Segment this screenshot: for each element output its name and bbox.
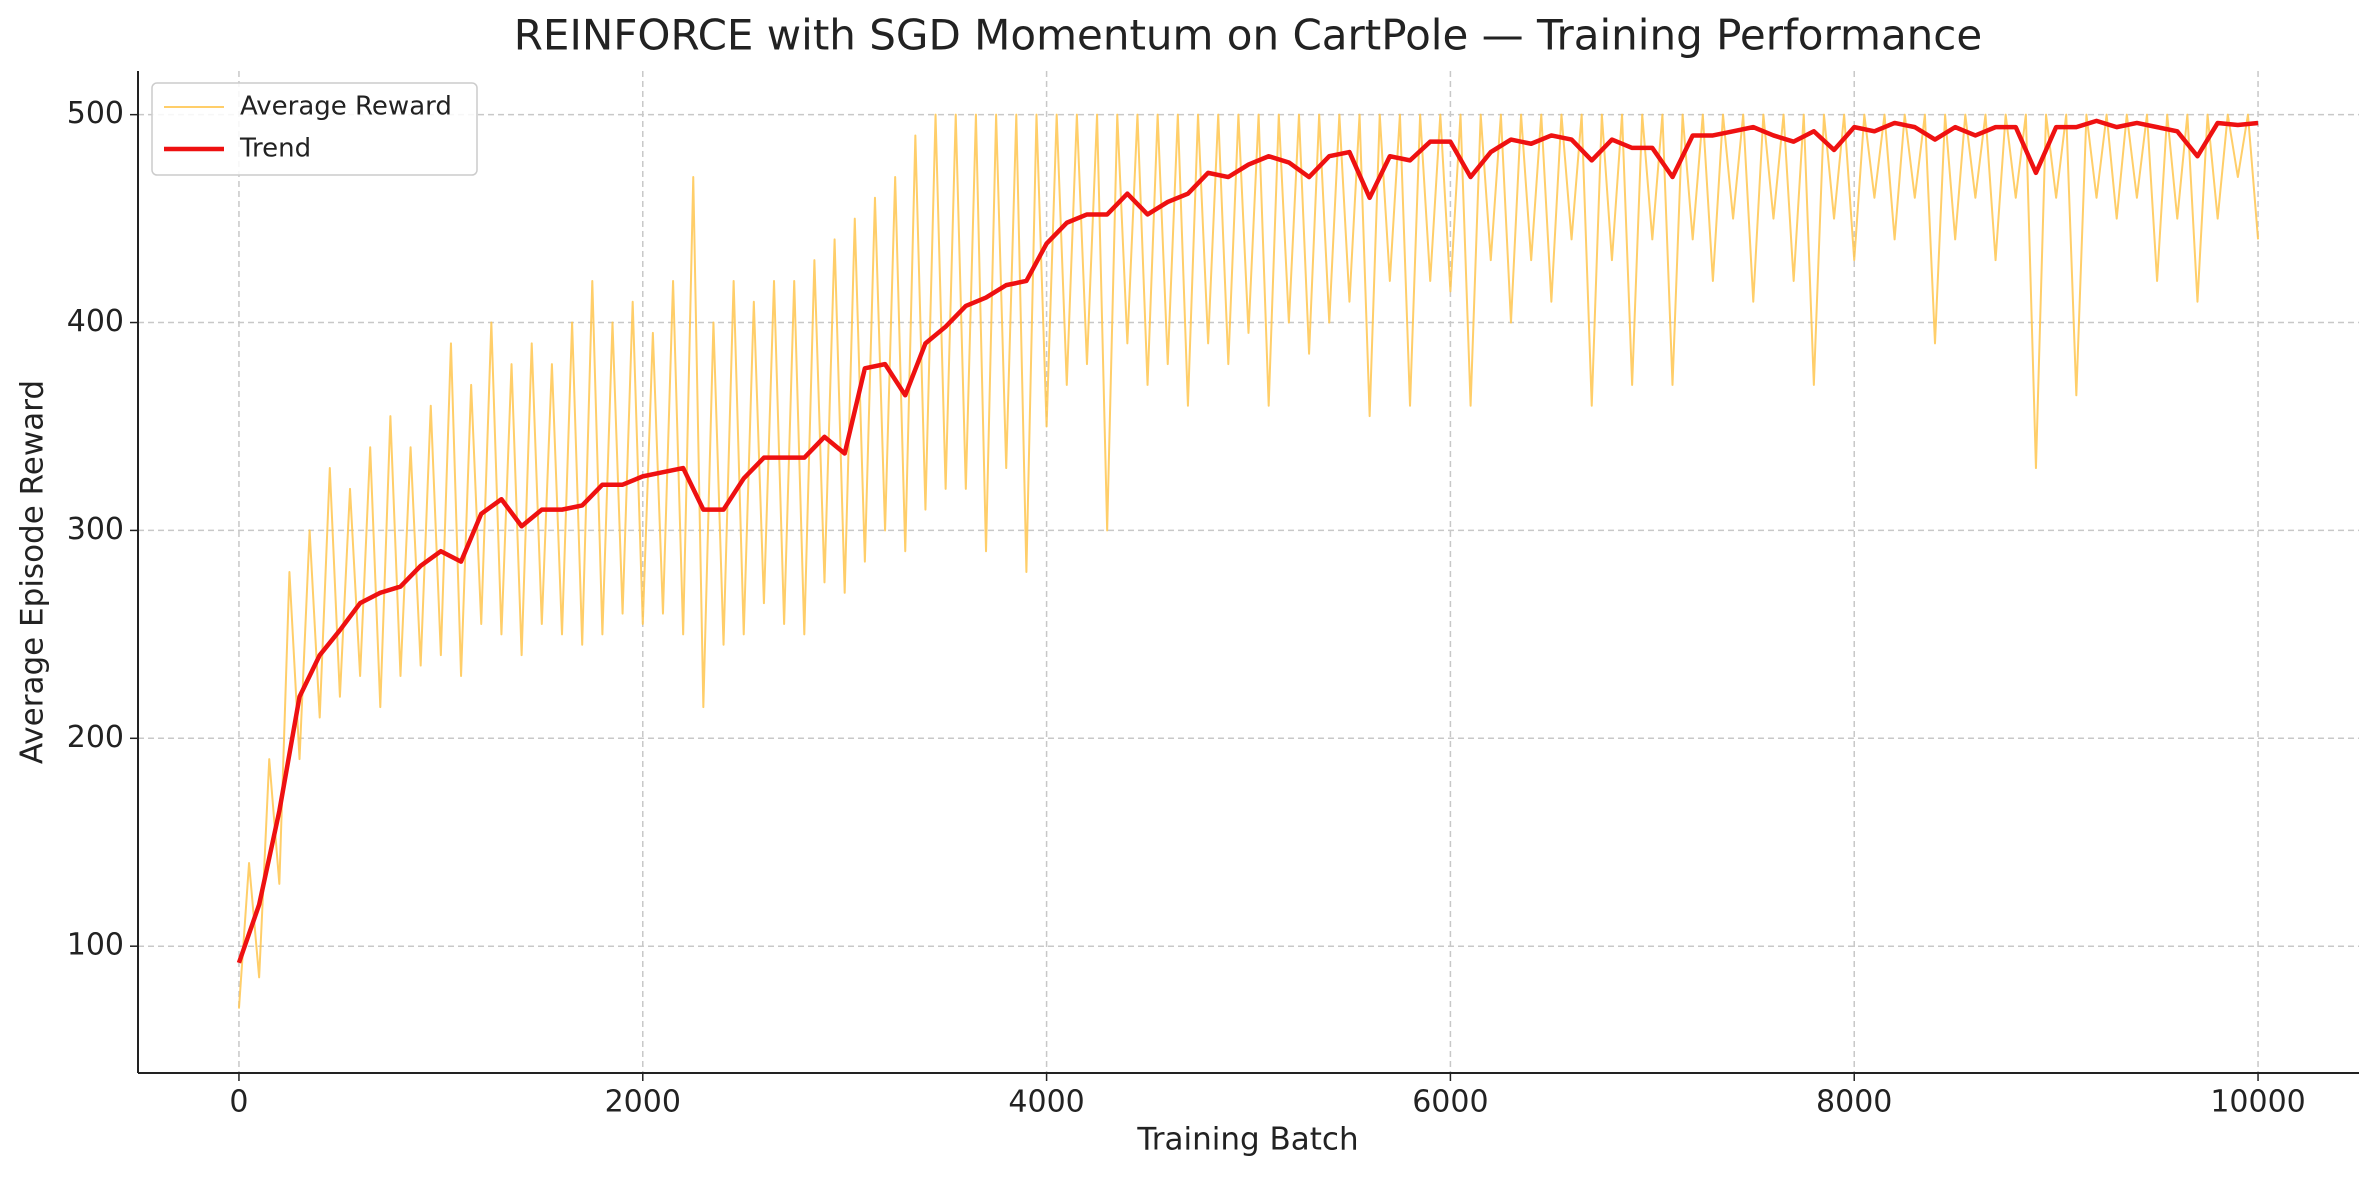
x-tick-label: 4000 [1008,1085,1084,1120]
y-tick-label: 300 [67,512,124,547]
y-axis-label: Average Episode Reward [15,380,51,764]
x-tick-label: 10000 [2210,1085,2305,1120]
x-tick-label: 2000 [605,1085,681,1120]
x-tick-label: 0 [229,1085,248,1120]
series-line [237,113,2260,1009]
y-tick-label: 100 [67,928,124,963]
x-tick-label: 8000 [1816,1085,1892,1120]
x-tick-label: 6000 [1412,1085,1488,1120]
y-tick-label: 400 [67,304,124,339]
legend-label: Average Reward [240,92,452,122]
series-line [236,118,2259,964]
legend-box [151,82,478,176]
x-axis-label: Training Batch [1136,1122,1358,1158]
chart-title: REINFORCE with SGD Momentum on CartPole … [514,11,1982,60]
y-tick-label: 500 [67,96,124,131]
legend-label: Trend [239,134,311,164]
y-tick-label: 200 [67,720,124,755]
